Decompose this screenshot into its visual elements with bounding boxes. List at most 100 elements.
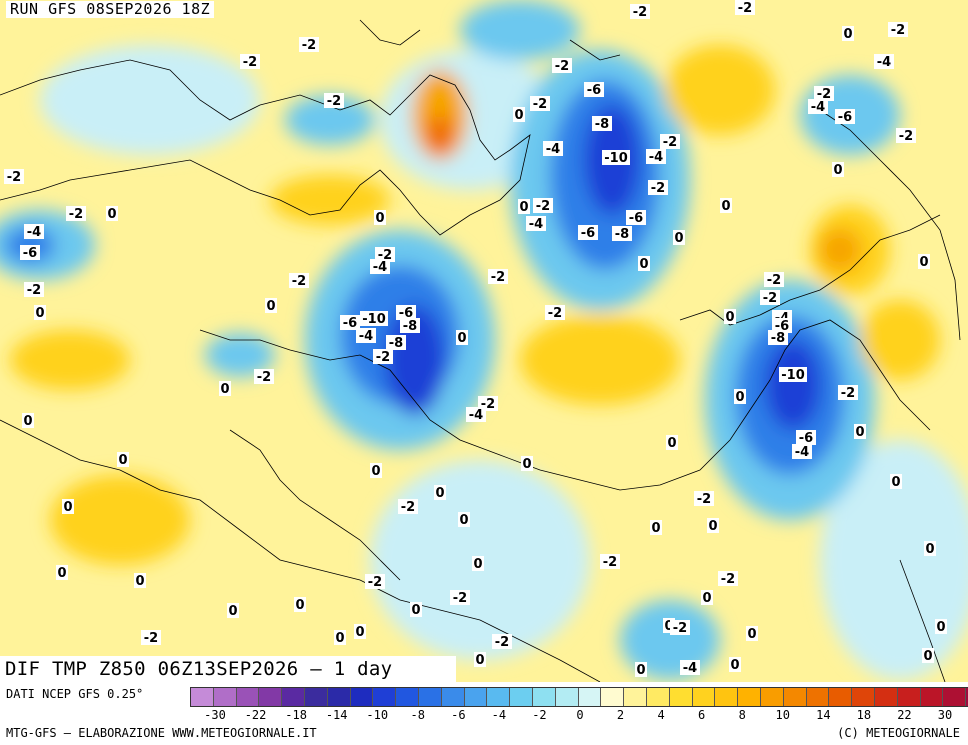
anomaly-field	[0, 0, 968, 680]
value-label-text: -2	[257, 370, 271, 385]
value-label-bg	[466, 407, 486, 422]
value-label-text: -6	[581, 226, 595, 241]
value-label: 0	[673, 230, 685, 246]
value-label: 0	[918, 254, 930, 270]
footer-credit: MTG-GFS – ELABORAZIONE WWW.METEOGIORNALE…	[6, 726, 317, 740]
value-label-text: -6	[799, 431, 813, 446]
legend-swatch	[874, 688, 898, 706]
value-label: -6	[20, 245, 40, 261]
value-label-bg	[626, 210, 646, 225]
legend-swatch	[669, 688, 693, 706]
value-label: -8	[612, 226, 632, 242]
value-label: -6	[340, 315, 360, 331]
value-label-bg	[660, 134, 680, 149]
value-label: 0	[227, 603, 239, 619]
legend-tick-labels: -30 -22 -18 -14 -10 -8 -6 -4 -2 0 2 4 6 8 10 14 18 22 30	[190, 708, 966, 724]
legend-swatch	[304, 688, 328, 706]
value-label: -2	[888, 22, 908, 38]
map-panel: -2 -2 -2 -2 -2 0 -2 -4 -2 -6 -2 0 -2 -4 -6 -2 -8 -2 -4 -10-…	[0, 0, 968, 682]
legend-swatch	[715, 688, 739, 706]
warm-zone	[665, 45, 775, 135]
value-label-text: -4	[795, 445, 809, 460]
legend-swatch	[624, 688, 647, 706]
run-label: RUN GFS 08SEP2026 18Z	[6, 1, 215, 18]
value-label-bg	[734, 389, 746, 404]
legend-swatch	[897, 688, 921, 706]
value-label-text: 0	[411, 603, 420, 618]
legend-swatch	[191, 688, 214, 706]
value-label-bg	[814, 86, 834, 101]
legend-tick: -10	[366, 708, 389, 722]
legend-tick: 22	[897, 708, 912, 722]
legend-swatch	[510, 688, 533, 706]
warm-anomaly	[818, 228, 862, 272]
legend-swatch	[441, 688, 465, 706]
value-label: 0	[832, 162, 844, 178]
warm-zone	[520, 315, 680, 405]
value-label-text: -2	[899, 129, 913, 144]
value-label: -2	[530, 96, 550, 112]
legend-tick: -14	[325, 708, 348, 722]
value-label-text: -2	[817, 87, 831, 102]
value-label-text: -2	[401, 500, 415, 515]
value-label-bg	[760, 290, 780, 305]
legend-tick: 8	[738, 708, 746, 722]
value-label: -6	[796, 430, 816, 446]
value-label-bg	[370, 463, 382, 478]
value-label-text: 0	[725, 310, 734, 325]
value-label: -2	[670, 620, 690, 636]
legend-tick: -8	[410, 708, 425, 722]
value-label: 0	[134, 573, 146, 589]
value-label-bg	[386, 335, 406, 350]
value-label-text: -6	[838, 110, 852, 125]
border-south	[0, 419, 601, 682]
value-label-text: 0	[375, 211, 384, 226]
value-label-text: -10	[604, 151, 628, 166]
value-label-bg	[545, 305, 565, 320]
value-label: 0	[638, 256, 650, 272]
value-label: 0	[370, 463, 382, 479]
value-label: 0	[334, 630, 346, 646]
value-label-text: 0	[674, 231, 683, 246]
value-label-bg	[521, 456, 533, 471]
value-label-text: -2	[603, 555, 617, 570]
value-label-text: 0	[355, 625, 364, 640]
value-label: 0	[922, 648, 934, 664]
legend-swatch	[966, 688, 968, 706]
value-labels: -2-2-2-2 -20 -2-4-2-6-20-2-4-6-2-8-2-4-10-…	[4, 0, 947, 678]
value-label: -4	[370, 259, 390, 275]
coastline-east	[679, 214, 941, 326]
value-label-bg	[66, 206, 86, 221]
value-label-text: -4	[546, 142, 560, 157]
value-label-text: -4	[359, 329, 373, 344]
value-label: -2	[896, 128, 916, 144]
value-label: 0	[434, 485, 446, 501]
legend-swatch	[373, 688, 397, 706]
value-label: 0	[106, 206, 118, 222]
cool-zone	[460, 0, 580, 60]
value-label: -4	[526, 216, 546, 232]
value-label-text: -8	[389, 336, 403, 351]
value-label-bg	[612, 226, 632, 241]
value-label-bg	[888, 22, 908, 37]
value-label: -10	[360, 311, 388, 327]
value-label: 0	[56, 565, 68, 581]
legend-swatch	[943, 688, 967, 706]
value-label-text: -2	[738, 1, 752, 16]
value-label-bg	[265, 298, 277, 313]
value-label-text: -2	[27, 283, 41, 298]
footer-panel: DATI NCEP GFS 0.25° -30 -22 -18 -14 -10 -8 -6-…	[0, 682, 968, 745]
legend-swatch	[829, 688, 853, 706]
value-label: 0	[22, 413, 34, 429]
value-label-text: -4	[373, 260, 387, 275]
value-label-text: -2	[548, 306, 562, 321]
value-label-bg	[450, 590, 470, 605]
legend-tick: 4	[657, 708, 665, 722]
value-label-text: 0	[63, 500, 72, 515]
value-label-bg	[22, 413, 34, 428]
value-label-bg	[398, 499, 418, 514]
value-label-bg	[635, 662, 647, 677]
neutral-zone	[40, 45, 260, 155]
value-label-text: 0	[295, 598, 304, 613]
value-label-bg	[592, 116, 612, 131]
